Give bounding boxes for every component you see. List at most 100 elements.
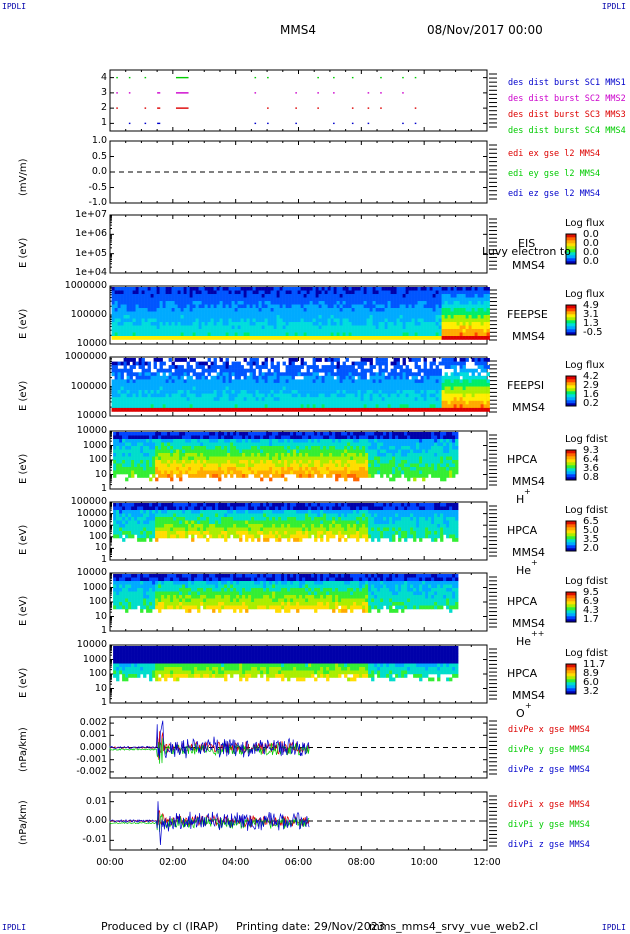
spectrogram-cell — [159, 407, 163, 412]
spectrogram-cell — [375, 382, 379, 387]
spectrogram-cell — [170, 446, 174, 450]
spectrogram-cell — [396, 290, 400, 295]
spectrogram-cell — [423, 336, 427, 340]
spectrogram-cell — [260, 439, 264, 443]
spectrogram-cell — [131, 460, 135, 464]
spectrogram-cell — [137, 442, 141, 447]
spectrogram-cell — [285, 372, 289, 377]
spectrogram-cell — [462, 315, 466, 319]
spectrogram-cell — [471, 318, 475, 323]
spectrogram-cell — [258, 332, 262, 337]
spectrogram-cell — [393, 358, 397, 362]
spectrogram-cell — [426, 375, 430, 380]
spectrogram-cell — [300, 400, 304, 405]
spectrogram-cell — [234, 368, 238, 373]
spectrogram-cell — [468, 311, 472, 316]
spectrogram-cell — [354, 290, 358, 295]
spectrogram-cell — [263, 474, 267, 478]
spectrogram-cell — [396, 400, 400, 405]
spectrogram-cell — [486, 397, 490, 402]
spectrogram-cell — [429, 404, 433, 409]
spectrogram-cell — [117, 315, 121, 319]
spectrogram-cell — [288, 301, 292, 305]
spectrogram-cell — [282, 404, 286, 409]
spectrogram-cell — [312, 375, 316, 380]
spectrogram-cell — [134, 467, 138, 471]
spectrogram-cell — [309, 397, 313, 402]
spectrogram-cell — [453, 297, 457, 302]
spectrogram-cell — [306, 329, 310, 333]
spectrogram-cell — [146, 432, 150, 436]
spectrogram-cell — [114, 297, 118, 302]
spectrogram-cell — [141, 365, 145, 369]
spectrogram-cell — [171, 407, 175, 412]
spectrogram-cell — [212, 470, 216, 475]
spectrogram-cell — [393, 304, 397, 309]
spectrogram-cell — [354, 322, 358, 326]
spectrogram-cell — [234, 393, 238, 398]
spectrogram-cell — [258, 393, 262, 398]
spectrogram-cell — [486, 297, 490, 302]
spectrogram-cell — [372, 379, 376, 384]
spectrogram-cell — [192, 287, 196, 291]
spectrogram-cell — [237, 297, 241, 302]
spectrogram-cell — [252, 372, 256, 377]
spectrogram-cell — [399, 290, 403, 295]
spectrogram-cell — [197, 467, 201, 471]
spectrogram-cell — [399, 304, 403, 309]
spectrogram-cell — [201, 322, 205, 326]
spectrogram-cell — [255, 297, 259, 302]
spectrogram-cell — [224, 470, 228, 475]
spectrogram-cell — [159, 382, 163, 387]
spectrogram-cell — [191, 446, 195, 450]
spectrogram-cell — [131, 474, 135, 478]
spectrogram-cell — [302, 467, 306, 471]
spectrogram-cell — [480, 361, 484, 366]
spectrogram-cell — [369, 332, 373, 337]
spectrogram-cell — [147, 368, 151, 373]
spectrogram-cell — [224, 435, 228, 440]
spectrogram-cell — [255, 322, 259, 326]
spectrogram-cell — [333, 372, 337, 377]
spectrogram-cell — [194, 453, 198, 457]
spectrogram-cell — [143, 463, 147, 468]
spectrogram-cell — [357, 386, 361, 391]
spectrogram-cell — [351, 287, 355, 291]
spectrogram-cell — [162, 368, 166, 373]
spectrogram-cell — [213, 358, 217, 362]
spectrogram-cell — [426, 301, 430, 305]
spectrogram-cell — [213, 407, 217, 412]
spectrogram-cell — [243, 329, 247, 333]
spectrogram-cell — [144, 382, 148, 387]
spectrogram-cell — [312, 400, 316, 405]
spectrogram-cell — [158, 470, 162, 475]
spectrogram-cell — [272, 449, 276, 454]
spectrogram-cell — [462, 372, 466, 377]
spectrogram-cell — [393, 315, 397, 319]
spectrogram-cell — [414, 372, 418, 377]
spectrogram-cell — [267, 308, 271, 312]
spectrogram-cell — [354, 301, 358, 305]
spectrogram-cell — [456, 386, 460, 391]
spectrogram-cell — [273, 390, 277, 394]
spectrogram-cell — [198, 325, 202, 330]
spectrogram-cell — [278, 432, 282, 436]
spectrogram-cell — [441, 382, 445, 387]
spectrogram-cell — [293, 460, 297, 464]
spectrogram-cell — [372, 407, 376, 412]
spectrogram-cell — [297, 287, 301, 291]
spectrogram-cell — [321, 407, 325, 412]
spectrogram-cell — [315, 368, 319, 373]
spectrogram-cell — [281, 474, 285, 478]
spectrogram-cell — [384, 325, 388, 330]
spectrogram-cell — [215, 474, 219, 478]
spectrogram-cell — [167, 460, 171, 464]
spectrogram-cell — [330, 297, 334, 302]
spectrogram-cell — [255, 287, 259, 291]
spectrogram-cell — [306, 372, 310, 377]
spectrogram-cell — [459, 372, 463, 377]
spectrogram-cell — [257, 474, 261, 478]
spectrogram-cell — [191, 474, 195, 478]
spectrogram-cell — [173, 460, 177, 464]
spectrogram-cell — [138, 375, 142, 380]
